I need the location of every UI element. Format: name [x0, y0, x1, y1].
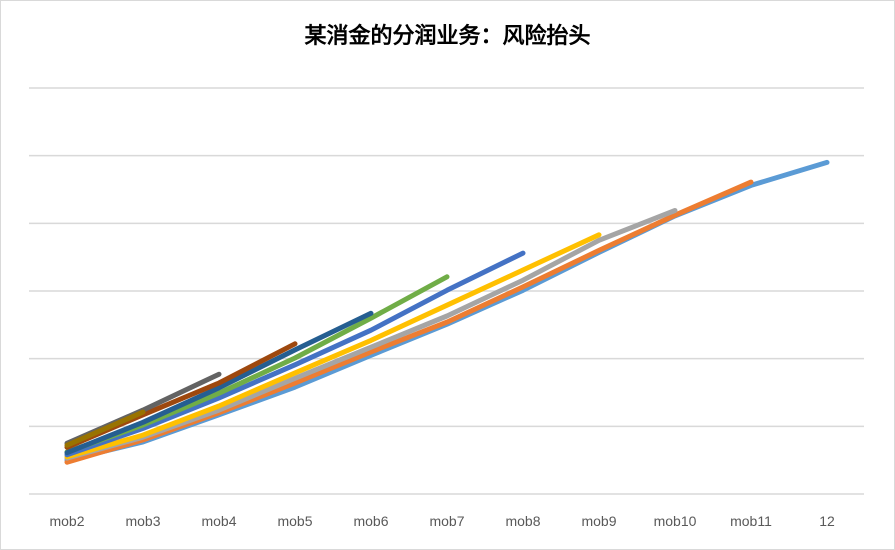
series-line-10	[64, 409, 146, 448]
x-tick-label: mob8	[505, 513, 540, 529]
series-line-3	[64, 208, 678, 461]
x-tick-label: mob3	[125, 513, 160, 529]
x-tick-label: mob5	[277, 513, 312, 529]
series-line-2	[64, 179, 754, 465]
x-tick-label: mob10	[654, 513, 697, 529]
x-tick-label: mob7	[429, 513, 464, 529]
x-tick-label: mob11	[730, 513, 772, 529]
x-tick-label: 12	[819, 513, 835, 529]
x-tick-label: mob6	[353, 513, 388, 529]
x-tick-label: mob2	[49, 513, 84, 529]
x-tick-label: mob9	[581, 513, 616, 529]
chart-title: 某消金的分润业务：风险抬头	[304, 24, 591, 49]
series-line-5	[64, 250, 526, 458]
series-line-4	[64, 232, 602, 460]
x-tick-label: mob4	[201, 513, 236, 529]
series-line-7	[64, 310, 374, 456]
